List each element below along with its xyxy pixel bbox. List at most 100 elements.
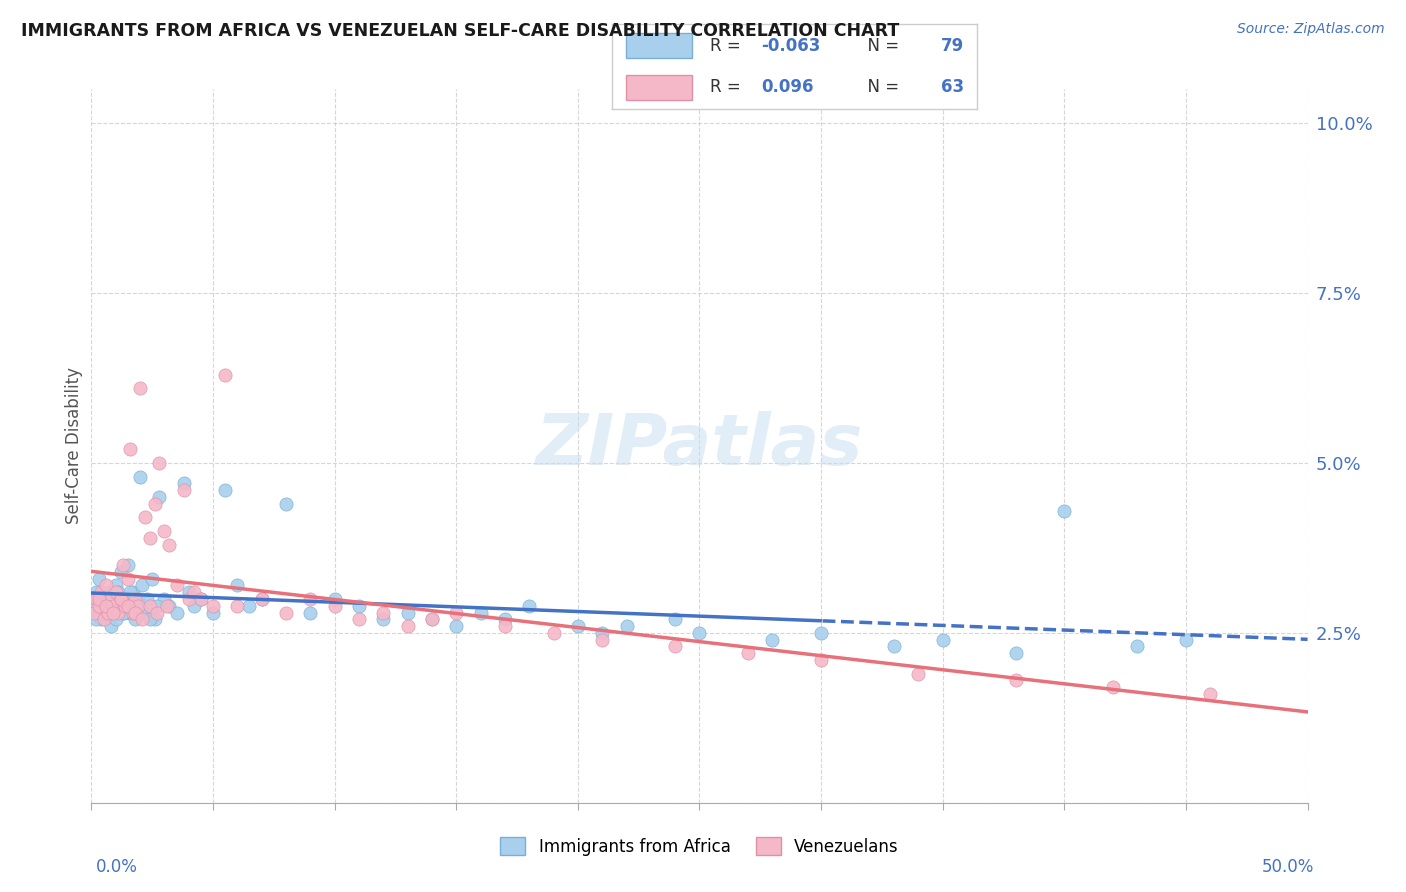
Point — [373, 612, 395, 626]
Point — [883, 640, 905, 654]
Point — [1175, 632, 1198, 647]
Point — [664, 612, 686, 626]
Point — [157, 599, 180, 613]
Point — [396, 619, 419, 633]
Point — [737, 646, 759, 660]
Point — [129, 381, 152, 395]
Point — [173, 476, 195, 491]
Text: 0.0%: 0.0% — [96, 858, 138, 876]
Point — [100, 591, 122, 606]
Point — [1004, 673, 1026, 688]
Point — [120, 606, 142, 620]
Point — [444, 606, 467, 620]
Point — [238, 599, 260, 613]
Point — [124, 606, 146, 620]
Point — [129, 599, 152, 613]
Legend: Immigrants from Africa, Venezuelans: Immigrants from Africa, Venezuelans — [494, 830, 905, 863]
Point — [517, 599, 540, 613]
Point — [107, 606, 129, 620]
Point — [250, 591, 273, 606]
Point — [202, 606, 225, 620]
Point — [494, 612, 516, 626]
Point — [100, 591, 122, 606]
Point — [139, 599, 162, 613]
Point — [143, 612, 166, 626]
Point — [103, 591, 125, 606]
Point — [124, 599, 146, 613]
Point — [124, 591, 146, 606]
Point — [299, 591, 322, 606]
Point — [111, 558, 134, 572]
Point — [148, 456, 170, 470]
Text: -0.063: -0.063 — [762, 37, 821, 55]
Point — [94, 578, 117, 592]
Point — [156, 599, 179, 613]
Point — [104, 578, 127, 592]
Point — [214, 368, 236, 382]
Point — [97, 585, 120, 599]
Point — [87, 572, 110, 586]
Text: ZIPatlas: ZIPatlas — [536, 411, 863, 481]
Point — [470, 606, 492, 620]
Point — [173, 483, 195, 498]
Point — [103, 599, 125, 613]
FancyBboxPatch shape — [626, 75, 692, 100]
Point — [143, 497, 166, 511]
Point — [117, 599, 139, 613]
Point — [202, 599, 225, 613]
Point — [183, 585, 205, 599]
Point — [543, 626, 565, 640]
Point — [931, 632, 953, 647]
Point — [810, 626, 832, 640]
Point — [166, 578, 188, 592]
Point — [664, 640, 686, 654]
Point — [1199, 687, 1222, 701]
Point — [121, 585, 143, 599]
Point — [136, 591, 159, 606]
Point — [153, 591, 176, 606]
Point — [250, 591, 273, 606]
Point — [90, 599, 112, 613]
Text: 63: 63 — [941, 78, 963, 95]
Point — [114, 599, 136, 613]
Point — [420, 612, 443, 626]
Point — [84, 591, 107, 606]
Point — [107, 585, 129, 599]
Point — [114, 591, 136, 606]
Point — [131, 606, 153, 620]
Text: 79: 79 — [941, 37, 965, 55]
Point — [131, 578, 153, 592]
Point — [93, 599, 115, 613]
Point — [190, 591, 212, 606]
Point — [93, 591, 115, 606]
Point — [177, 585, 200, 599]
Point — [323, 599, 346, 613]
Point — [87, 606, 110, 620]
Point — [97, 606, 120, 620]
Point — [347, 612, 370, 626]
Point — [110, 591, 132, 606]
Point — [373, 606, 395, 620]
Point — [87, 599, 110, 613]
Y-axis label: Self-Care Disability: Self-Care Disability — [65, 368, 83, 524]
Point — [100, 619, 122, 633]
Point — [131, 612, 153, 626]
Point — [591, 626, 613, 640]
Text: N =: N = — [856, 78, 898, 95]
Point — [1053, 503, 1076, 517]
Point — [907, 666, 929, 681]
Point — [134, 510, 156, 524]
Point — [396, 606, 419, 620]
Point — [127, 591, 149, 606]
Point — [83, 599, 105, 613]
Point — [323, 591, 346, 606]
Point — [120, 442, 142, 457]
Point — [567, 619, 589, 633]
Point — [166, 606, 188, 620]
Point — [148, 490, 170, 504]
Point — [226, 599, 249, 613]
Point — [1004, 646, 1026, 660]
Point — [347, 599, 370, 613]
FancyBboxPatch shape — [626, 33, 692, 58]
Text: 0.096: 0.096 — [762, 78, 814, 95]
